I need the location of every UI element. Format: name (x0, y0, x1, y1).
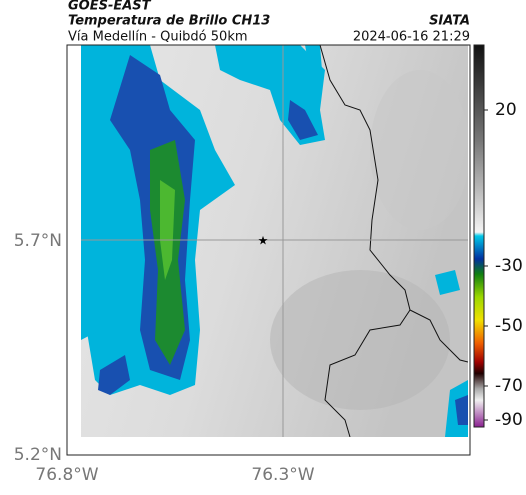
colorbar-tick-label: -50 (495, 316, 523, 336)
lon-tick-label: 76.3°W (251, 465, 314, 485)
datetime-label: 2024-06-16 21:29 (353, 30, 470, 45)
colorbar-tick-label: 20 (495, 100, 517, 120)
lon-tick-label: 76.8°W (35, 465, 98, 485)
colorbar-tick-label: -70 (495, 376, 523, 396)
region-subtitle: Vía Medellín - Quibdó 50km (68, 30, 248, 45)
colorbar (473, 44, 485, 428)
colorbar-tick-label: -30 (495, 256, 523, 276)
source-label: SIATA (429, 14, 470, 29)
satellite-title: GOES-EAST (68, 0, 152, 14)
lat-tick-label: 5.2°N (14, 445, 62, 465)
svg-text:★: ★ (258, 234, 269, 248)
colorbar-ticks (484, 109, 488, 421)
colorbar-tick-label: -90 (495, 410, 523, 430)
satellite-image: ★ (81, 45, 468, 437)
lat-tick-label: 5.7°N (14, 231, 62, 251)
map-frame (66, 44, 471, 456)
product-title: Temperatura de Brillo CH13 (68, 14, 270, 29)
